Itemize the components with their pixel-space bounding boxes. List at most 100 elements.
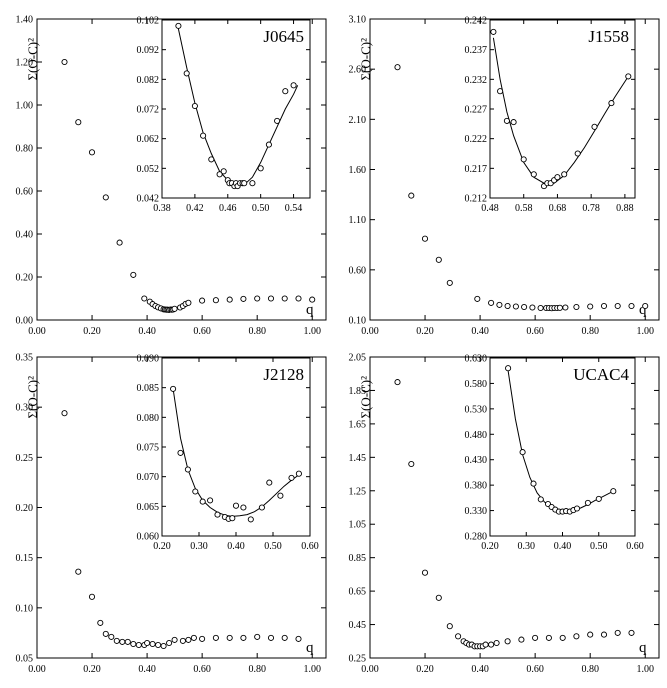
inset-data-point bbox=[274, 117, 281, 124]
data-point bbox=[512, 303, 519, 310]
y-tick-label: 1.65 bbox=[349, 419, 367, 430]
y-tick-label: 0.80 bbox=[16, 144, 34, 155]
data-point bbox=[171, 636, 178, 643]
inset-data-point bbox=[232, 502, 240, 509]
data-point bbox=[421, 569, 429, 576]
inset-data-point bbox=[216, 171, 223, 178]
inset-data-point bbox=[608, 100, 615, 107]
x-axis-label: q bbox=[306, 302, 314, 318]
data-point bbox=[254, 295, 261, 302]
data-point bbox=[254, 633, 261, 640]
inset-x-tick-label: 0.68 bbox=[549, 203, 567, 214]
plot-frame bbox=[36, 18, 327, 321]
x-tick-label: 0.00 bbox=[28, 664, 46, 675]
inset-y-tick-label: 0.330 bbox=[465, 506, 488, 517]
inset-data-point bbox=[266, 479, 273, 486]
data-point bbox=[226, 296, 233, 303]
y-tick-label: 0.20 bbox=[16, 273, 34, 284]
x-axis-label: q bbox=[639, 302, 647, 318]
inset-data-point bbox=[520, 156, 527, 163]
data-point bbox=[61, 58, 68, 66]
data-point bbox=[482, 641, 489, 648]
inset-y-tick-label: 0.280 bbox=[465, 532, 488, 543]
inset-data-point bbox=[591, 123, 598, 130]
inset-data-point bbox=[574, 150, 581, 157]
data-point bbox=[75, 568, 82, 575]
data-point bbox=[166, 639, 173, 647]
inset-data-point bbox=[207, 497, 214, 504]
data-point bbox=[532, 634, 539, 641]
data-point bbox=[97, 619, 104, 626]
inset-y-tick-label: 0.062 bbox=[137, 134, 160, 145]
y-tick-label: 0.00 bbox=[16, 316, 34, 327]
inset-y-tick-label: 0.080 bbox=[137, 413, 160, 424]
inset-x-tick-label: 0.54 bbox=[285, 203, 303, 214]
x-tick-label: 0.20 bbox=[83, 664, 101, 675]
inset-x-tick-label: 0.50 bbox=[264, 541, 282, 552]
y-axis-label: Σ(O-C)² bbox=[358, 38, 373, 81]
y-tick-label: 0.25 bbox=[16, 453, 34, 464]
inset-y-tick-label: 0.380 bbox=[465, 481, 488, 492]
inset-data-point bbox=[625, 73, 632, 80]
y-tick-label: 1.60 bbox=[349, 165, 367, 176]
y-tick-label: 0.05 bbox=[16, 654, 34, 665]
data-point bbox=[446, 623, 453, 630]
inset-frame bbox=[161, 19, 311, 199]
data-point bbox=[559, 634, 566, 641]
data-point bbox=[435, 256, 442, 263]
data-point bbox=[171, 305, 178, 312]
data-point bbox=[537, 304, 544, 312]
inset-data-point bbox=[503, 117, 510, 124]
inset-data-point bbox=[505, 365, 512, 372]
x-tick-label: 0.60 bbox=[526, 664, 544, 675]
inset-y-tick-label: 0.102 bbox=[137, 16, 160, 27]
y-tick-label: 2.05 bbox=[349, 353, 367, 364]
data-point bbox=[116, 239, 123, 246]
data-point bbox=[119, 638, 126, 645]
data-point bbox=[267, 295, 275, 302]
y-tick-label: 0.85 bbox=[349, 553, 367, 564]
inset-y-tick-label: 0.042 bbox=[137, 194, 160, 205]
inset-x-tick-label: 0.30 bbox=[518, 541, 536, 552]
inset-frame bbox=[489, 19, 636, 199]
data-point bbox=[141, 295, 148, 302]
inset-data-point bbox=[220, 168, 227, 175]
inset-y-tick-label: 0.227 bbox=[465, 105, 488, 116]
data-point bbox=[435, 594, 442, 601]
x-tick-label: 0.20 bbox=[416, 664, 434, 675]
panel-j0645: 0.00 0.20 0.40 0.60 0.80 1.00 0.00 0.20 0.40 0.60… bbox=[16, 15, 327, 337]
inset-y-tick-label: 0.092 bbox=[137, 45, 160, 56]
data-point bbox=[281, 634, 288, 641]
data-point bbox=[267, 634, 275, 641]
data-point bbox=[75, 119, 82, 126]
x-tick-label: 0.00 bbox=[361, 326, 379, 337]
data-point bbox=[199, 297, 206, 304]
y-tick-label: 1.20 bbox=[16, 58, 34, 69]
inset-data-point bbox=[214, 511, 221, 518]
inset-x-tick-label: 0.30 bbox=[190, 541, 208, 552]
panel-title: J1558 bbox=[588, 27, 629, 46]
data-point bbox=[474, 295, 481, 302]
inset-y-tick-label: 0.072 bbox=[137, 105, 160, 116]
y-tick-label: 0.25 bbox=[349, 654, 367, 665]
panel-title: J2128 bbox=[263, 365, 304, 384]
data-point bbox=[562, 304, 569, 311]
data-point bbox=[504, 638, 511, 645]
inset-data-point bbox=[184, 466, 191, 473]
data-point bbox=[144, 639, 151, 647]
data-point bbox=[394, 379, 401, 386]
inset-y-tick-label: 0.060 bbox=[137, 532, 160, 543]
y-tick-label: 0.60 bbox=[16, 187, 34, 198]
x-tick-label: 0.40 bbox=[471, 664, 489, 675]
inset-data-point bbox=[282, 88, 289, 95]
panel-j1558: 0.00 0.20 0.40 0.60 0.80 1.00 0.10 0.60 1.10 1.60… bbox=[349, 15, 660, 337]
y-tick-label: 1.25 bbox=[349, 486, 367, 497]
data-point bbox=[518, 636, 525, 643]
data-point bbox=[521, 303, 528, 311]
inset-data-point bbox=[610, 488, 617, 495]
y-axis-label: Σ(O-C)² bbox=[25, 38, 40, 81]
inset-y-tick-label: 0.085 bbox=[137, 383, 160, 394]
panel-title: J0645 bbox=[263, 27, 304, 46]
inset-data-point bbox=[241, 180, 248, 187]
inset-data-point bbox=[199, 498, 206, 505]
